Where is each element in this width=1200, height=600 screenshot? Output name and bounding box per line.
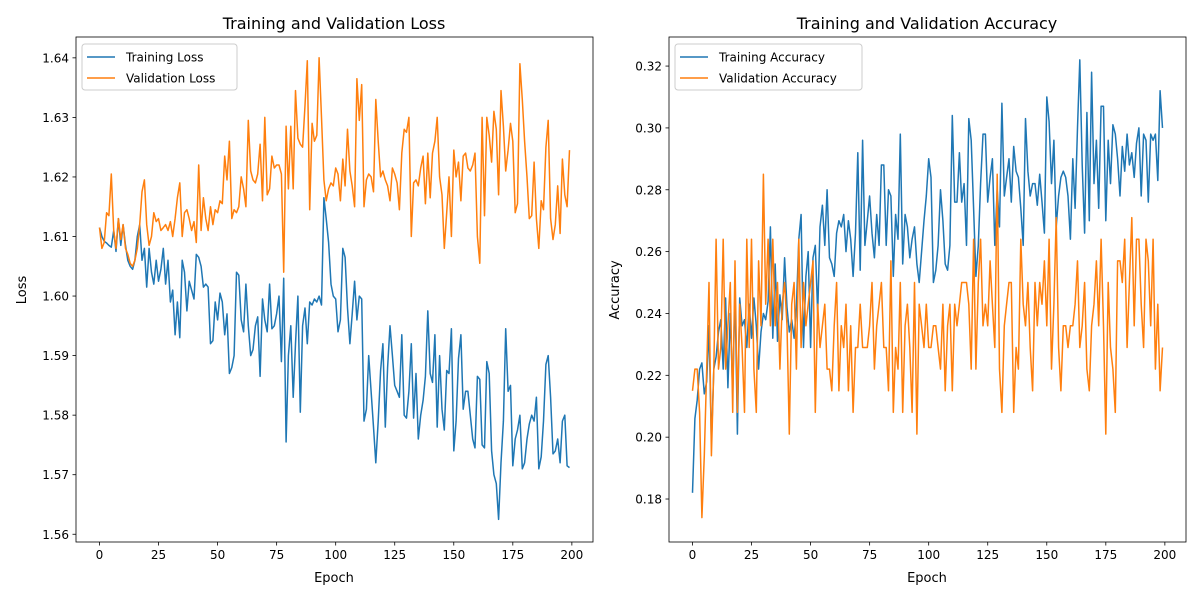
chart-0-legend-label-0: Training Loss [125,51,203,65]
chart-1-x-tick-label: 175 [1094,548,1117,562]
chart-0-x-tick-label: 0 [96,548,104,562]
chart-1-x-tick-label: 150 [1035,548,1058,562]
chart-0-x-tick-label: 50 [210,548,225,562]
chart-0-series-line-1 [98,57,571,273]
chart-0-y-tick-label: 1.62 [42,170,69,184]
chart-1-y-tick-label: 0.26 [635,245,662,259]
loss-chart: Training and Validation Loss Epoch Loss … [15,14,594,586]
chart-0-y-tick-label: 1.63 [42,111,69,125]
chart-1-y-tick-label: 0.20 [635,431,662,445]
chart-1-y-tick-label: 0.24 [635,307,662,321]
chart-1-y-tick-label: 0.30 [635,121,662,135]
chart-0-x-tick-label: 150 [442,548,465,562]
chart-0-y-tick-label: 1.61 [42,230,69,244]
chart-0-x-tick-label: 100 [324,548,347,562]
accuracy-y-axis-label: Accuracy [608,260,623,320]
chart-0-series-line-0 [98,197,570,521]
chart-0-y-tick-label: 1.60 [42,290,69,304]
chart-0-legend-label-1: Validation Loss [126,72,215,86]
chart-0-y-tick-label: 1.64 [42,51,69,65]
chart-1-x-tick-label: 25 [744,548,759,562]
loss-x-axis-label: Epoch [314,571,354,586]
chart-1-y-tick-label: 0.18 [635,493,662,507]
chart-1-series-line-1 [691,173,1164,519]
accuracy-chart: Training and Validation Accuracy Epoch A… [608,14,1187,586]
chart-1-x-tick-label: 75 [862,548,877,562]
chart-1-y-tick-label: 0.32 [635,60,662,74]
chart-1-x-tick-label: 0 [689,548,697,562]
chart-1-y-tick-label: 0.22 [635,369,662,383]
chart-0-x-tick-label: 125 [383,548,406,562]
chart-1-legend-box [674,43,863,91]
chart-0-x-tick-label: 75 [269,548,284,562]
chart-1-legend: Training Accuracy Validation Accuracy [674,43,863,91]
accuracy-x-axis-label: Epoch [907,571,947,586]
chart-1-legend-label-1: Validation Accuracy [719,72,837,86]
chart-1-x-tick-label: 200 [1153,548,1176,562]
chart-1-x-tick-label: 50 [803,548,818,562]
chart-1-series-line-0 [691,59,1164,493]
loss-y-axis-label: Loss [15,276,30,305]
chart-0-x-tick-label: 200 [560,548,583,562]
chart-0-legend: Training Loss Validation Loss [81,43,238,91]
chart-0-x-tick-label: 175 [501,548,524,562]
chart-0-axes-frame [75,36,594,543]
chart-0-y-tick-label: 1.58 [42,409,69,423]
chart-1-x-tick-label: 125 [976,548,999,562]
chart-1-x-tick-label: 100 [917,548,940,562]
chart-0-y-tick-label: 1.57 [42,468,69,482]
chart-1-y-tick-label: 0.28 [635,183,662,197]
chart-1-legend-label-0: Training Accuracy [718,51,825,65]
chart-0-legend-box [81,43,238,91]
accuracy-chart-title: Training and Validation Accuracy [796,14,1058,33]
chart-0-x-tick-label: 25 [151,548,166,562]
loss-chart-title: Training and Validation Loss [222,14,446,33]
chart-1-axes-frame [668,36,1187,543]
chart-0-y-tick-label: 1.59 [42,349,69,363]
chart-0-y-tick-label: 1.56 [42,528,69,542]
